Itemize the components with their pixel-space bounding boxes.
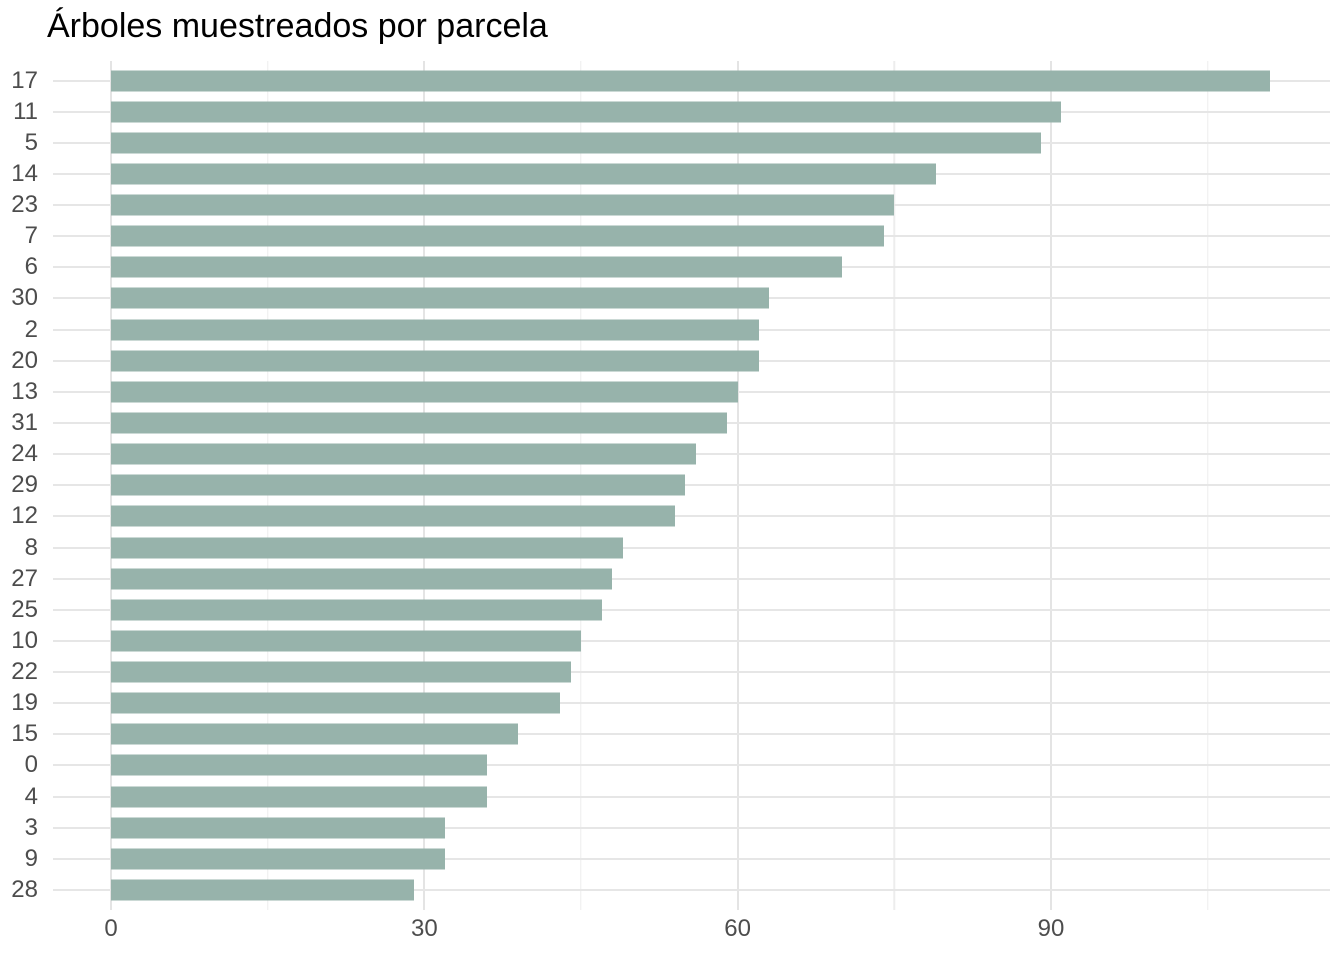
grid-major-y bbox=[53, 608, 1330, 611]
y-tick-label: 19 bbox=[11, 689, 38, 717]
y-tick-label: 5 bbox=[24, 128, 38, 156]
y-tick-label: 0 bbox=[24, 751, 38, 779]
bar-parcela-13 bbox=[111, 381, 738, 403]
y-tick-label: 8 bbox=[24, 533, 38, 561]
bar-parcela-9 bbox=[111, 848, 446, 870]
bar-parcela-14 bbox=[111, 163, 937, 185]
bar-parcela-19 bbox=[111, 692, 561, 714]
bar-parcela-12 bbox=[111, 505, 675, 527]
y-tick-label: 9 bbox=[24, 844, 38, 872]
bar-parcela-7 bbox=[111, 225, 884, 247]
y-tick-label: 12 bbox=[11, 502, 38, 530]
grid-major-y bbox=[53, 546, 1330, 549]
y-tick-label: 10 bbox=[11, 626, 38, 654]
bar-parcela-3 bbox=[111, 817, 446, 839]
y-tick-label: 11 bbox=[13, 97, 38, 125]
y-tick-label: 23 bbox=[11, 191, 38, 219]
plot-panel bbox=[53, 61, 1330, 910]
y-tick-label: 22 bbox=[11, 658, 38, 686]
bar-parcela-27 bbox=[111, 568, 613, 590]
y-tick-label: 2 bbox=[24, 315, 38, 343]
grid-major-y bbox=[53, 889, 1330, 891]
y-tick-label: 30 bbox=[11, 284, 38, 312]
x-tick-label: 0 bbox=[104, 915, 118, 942]
grid-major-y bbox=[53, 764, 1330, 767]
y-tick-label: 28 bbox=[11, 876, 38, 903]
bar-parcela-28 bbox=[111, 879, 414, 901]
bar-parcela-0 bbox=[111, 754, 487, 776]
bar-parcela-15 bbox=[111, 723, 519, 745]
bar-parcela-30 bbox=[111, 287, 769, 309]
grid-major-y bbox=[53, 702, 1330, 705]
y-tick-label: 3 bbox=[24, 813, 38, 841]
bar-parcela-17 bbox=[111, 70, 1271, 91]
y-tick-label: 17 bbox=[11, 66, 38, 94]
grid-major-y bbox=[53, 577, 1330, 580]
bar-parcela-24 bbox=[111, 443, 696, 465]
bar-parcela-8 bbox=[111, 537, 623, 559]
grid-major-y bbox=[53, 826, 1330, 829]
grid-major-y bbox=[53, 515, 1330, 518]
bar-parcela-23 bbox=[111, 194, 895, 216]
y-tick-label: 31 bbox=[11, 408, 38, 436]
bar-parcela-20 bbox=[111, 350, 759, 372]
grid-major-y bbox=[53, 639, 1330, 642]
grid-major-y bbox=[53, 733, 1330, 736]
chart-title: Árboles muestreados por parcela bbox=[47, 7, 548, 45]
bar-parcela-22 bbox=[111, 661, 571, 683]
y-tick-label: 7 bbox=[24, 222, 38, 250]
grid-major-y bbox=[53, 484, 1330, 487]
y-tick-label: 15 bbox=[11, 720, 38, 748]
x-tick-label: 60 bbox=[724, 915, 752, 942]
y-tick-label: 24 bbox=[11, 440, 38, 468]
y-tick-label: 25 bbox=[11, 595, 38, 623]
bar-parcela-10 bbox=[111, 630, 581, 652]
bar-parcela-11 bbox=[111, 101, 1062, 123]
y-tick-label: 4 bbox=[24, 782, 38, 810]
y-tick-label: 6 bbox=[24, 253, 38, 281]
bar-parcela-4 bbox=[111, 786, 487, 808]
bar-parcela-2 bbox=[111, 319, 759, 341]
x-tick-label: 90 bbox=[1037, 915, 1065, 942]
grid-major-y bbox=[53, 795, 1330, 798]
y-tick-label: 20 bbox=[11, 346, 38, 374]
y-tick-label: 13 bbox=[11, 377, 38, 405]
bar-parcela-31 bbox=[111, 412, 728, 434]
x-tick-label: 30 bbox=[410, 915, 438, 942]
y-tick-label: 14 bbox=[11, 159, 38, 187]
y-tick-label: 29 bbox=[11, 471, 38, 499]
grid-major-y bbox=[53, 671, 1330, 674]
bar-parcela-29 bbox=[111, 474, 686, 496]
bar-parcela-5 bbox=[111, 132, 1041, 154]
bar-parcela-25 bbox=[111, 599, 602, 621]
bar-parcela-6 bbox=[111, 256, 843, 278]
grid-major-y bbox=[53, 857, 1330, 860]
y-tick-label: 27 bbox=[11, 564, 38, 592]
